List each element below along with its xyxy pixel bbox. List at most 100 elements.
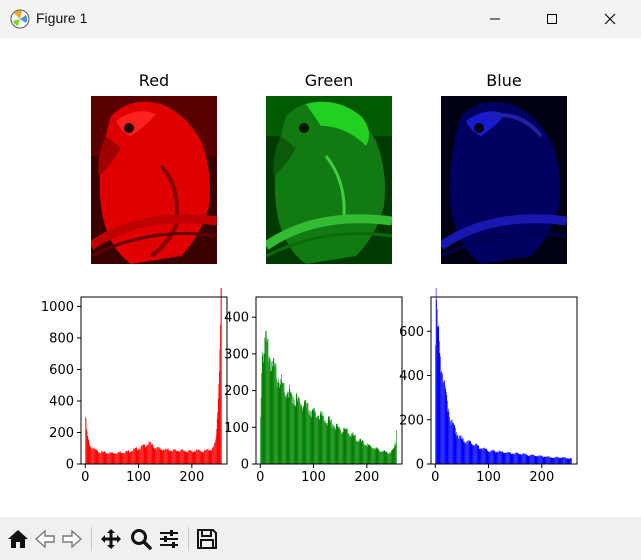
histogram-bar [86, 431, 88, 464]
histogram-bar [507, 452, 508, 464]
histogram-bar [218, 384, 220, 464]
home-button[interactable] [4, 525, 32, 553]
histogram-bar [500, 450, 501, 464]
histogram-bar [134, 448, 135, 464]
histogram-bar [365, 445, 366, 464]
histogram-bar [476, 444, 477, 464]
histogram-bar [273, 358, 274, 464]
histogram-bar [124, 453, 125, 464]
back-button[interactable] [31, 525, 59, 553]
histogram-bar [177, 451, 179, 464]
histogram-bar [301, 408, 303, 464]
histogram-bar [446, 395, 448, 464]
y-tick-label: 200 [224, 384, 249, 399]
histogram-bar [278, 383, 280, 464]
configure-subplots-icon [160, 530, 178, 548]
histogram-bar [95, 449, 96, 464]
histogram-bar [169, 451, 171, 464]
histogram-bar [541, 455, 543, 464]
histogram-bar [550, 457, 552, 464]
histogram-bar [139, 448, 140, 464]
histogram-bar [343, 427, 345, 464]
histogram-bar [110, 452, 111, 464]
histogram-bar [506, 452, 507, 464]
histogram-bar [320, 413, 322, 464]
histogram-bar [557, 456, 558, 464]
pan-button[interactable] [97, 525, 125, 553]
histogram-bar [214, 443, 215, 464]
histogram-bar [112, 453, 114, 464]
histogram-bar [127, 450, 129, 464]
x-tick-label: 0 [431, 470, 439, 485]
histogram-bar [88, 442, 90, 464]
histogram-bar [534, 456, 536, 464]
histogram-bar [340, 431, 342, 464]
histogram-bar [107, 453, 109, 464]
histogram-bar [502, 451, 504, 464]
histogram-bar [333, 424, 334, 464]
histogram-bar [459, 435, 460, 464]
histogram-bar [538, 456, 539, 464]
histogram-bar [485, 449, 487, 464]
histogram-bar [324, 421, 325, 464]
histogram-bar [138, 449, 139, 464]
configure-subplots-button[interactable] [155, 525, 183, 553]
blue-image-title: Blue [486, 71, 522, 90]
histogram-bar [207, 449, 208, 464]
histogram-bar [89, 445, 91, 464]
histogram-bar [524, 454, 525, 464]
close-button[interactable] [587, 0, 633, 38]
histogram-bar [514, 454, 515, 464]
histogram-bar [205, 450, 207, 464]
histogram-bar [549, 457, 551, 464]
histogram-bar [491, 450, 493, 464]
histogram-bar [493, 450, 494, 464]
histogram-bar [519, 454, 521, 464]
histogram-bar [131, 451, 133, 464]
red-image-title: Red [138, 71, 170, 90]
histogram-bar [346, 428, 347, 464]
histogram-bar [351, 433, 352, 464]
histogram-bar [208, 450, 209, 464]
blue-histogram-axes-frame [430, 296, 578, 465]
blue-channel-image [441, 96, 567, 264]
histogram-bar [468, 440, 470, 464]
save-button[interactable] [193, 525, 221, 553]
histogram-bar [155, 447, 156, 464]
histogram-bar [141, 445, 142, 464]
histogram-bar [373, 449, 374, 464]
histogram-bar [492, 449, 493, 464]
histogram-bar [504, 453, 506, 464]
zoom-button[interactable] [127, 525, 155, 553]
histogram-bar [106, 453, 108, 464]
histogram-bar [135, 447, 136, 464]
histogram-bar [196, 449, 197, 464]
y-tick-label: 1000 [41, 300, 74, 315]
histogram-bar [533, 454, 534, 464]
forward-button[interactable] [58, 525, 86, 553]
minimize-button[interactable] [472, 0, 518, 38]
histogram-bar [525, 453, 527, 464]
histogram-bar [185, 451, 187, 464]
histogram-bar [454, 425, 456, 464]
histogram-bar [334, 429, 336, 464]
histogram-bar [214, 442, 216, 464]
histogram-bar [292, 396, 294, 464]
histogram-bar [277, 381, 278, 464]
histogram-bar [140, 446, 142, 464]
maximize-button[interactable] [529, 0, 575, 38]
histogram-bar [292, 403, 293, 464]
histogram-bar [211, 449, 213, 464]
histogram-bar [472, 445, 473, 464]
histogram-bar [99, 452, 100, 464]
histogram-bar [119, 452, 120, 464]
figure-canvas[interactable]: Red Green Blue 0 100 200 0 200 400 600 800 [0, 38, 641, 517]
histogram-bar [189, 450, 191, 464]
histogram-bar [160, 449, 162, 464]
histogram-bar [552, 458, 554, 464]
y-tick-label: 100 [224, 421, 249, 436]
histogram-bar [123, 452, 124, 464]
histogram-bar [318, 419, 320, 464]
histogram-bar [276, 378, 277, 464]
histogram-bar [331, 427, 333, 464]
